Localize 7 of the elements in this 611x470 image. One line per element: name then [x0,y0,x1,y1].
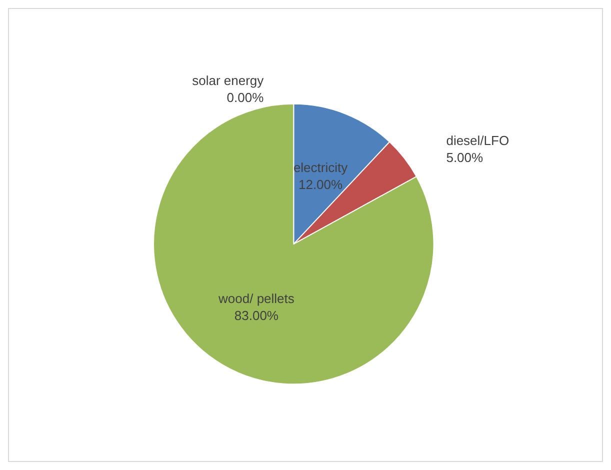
data-label: 12.00% [298,177,344,192]
slice-label: wood/ pellets [218,290,295,306]
category-label: solar energy [192,72,264,88]
slice-label: diesel/LFO [446,132,510,148]
text: 0.00% [226,90,264,105]
data-label: 83.00% [234,308,279,323]
data-label: 5.00% [446,150,484,165]
